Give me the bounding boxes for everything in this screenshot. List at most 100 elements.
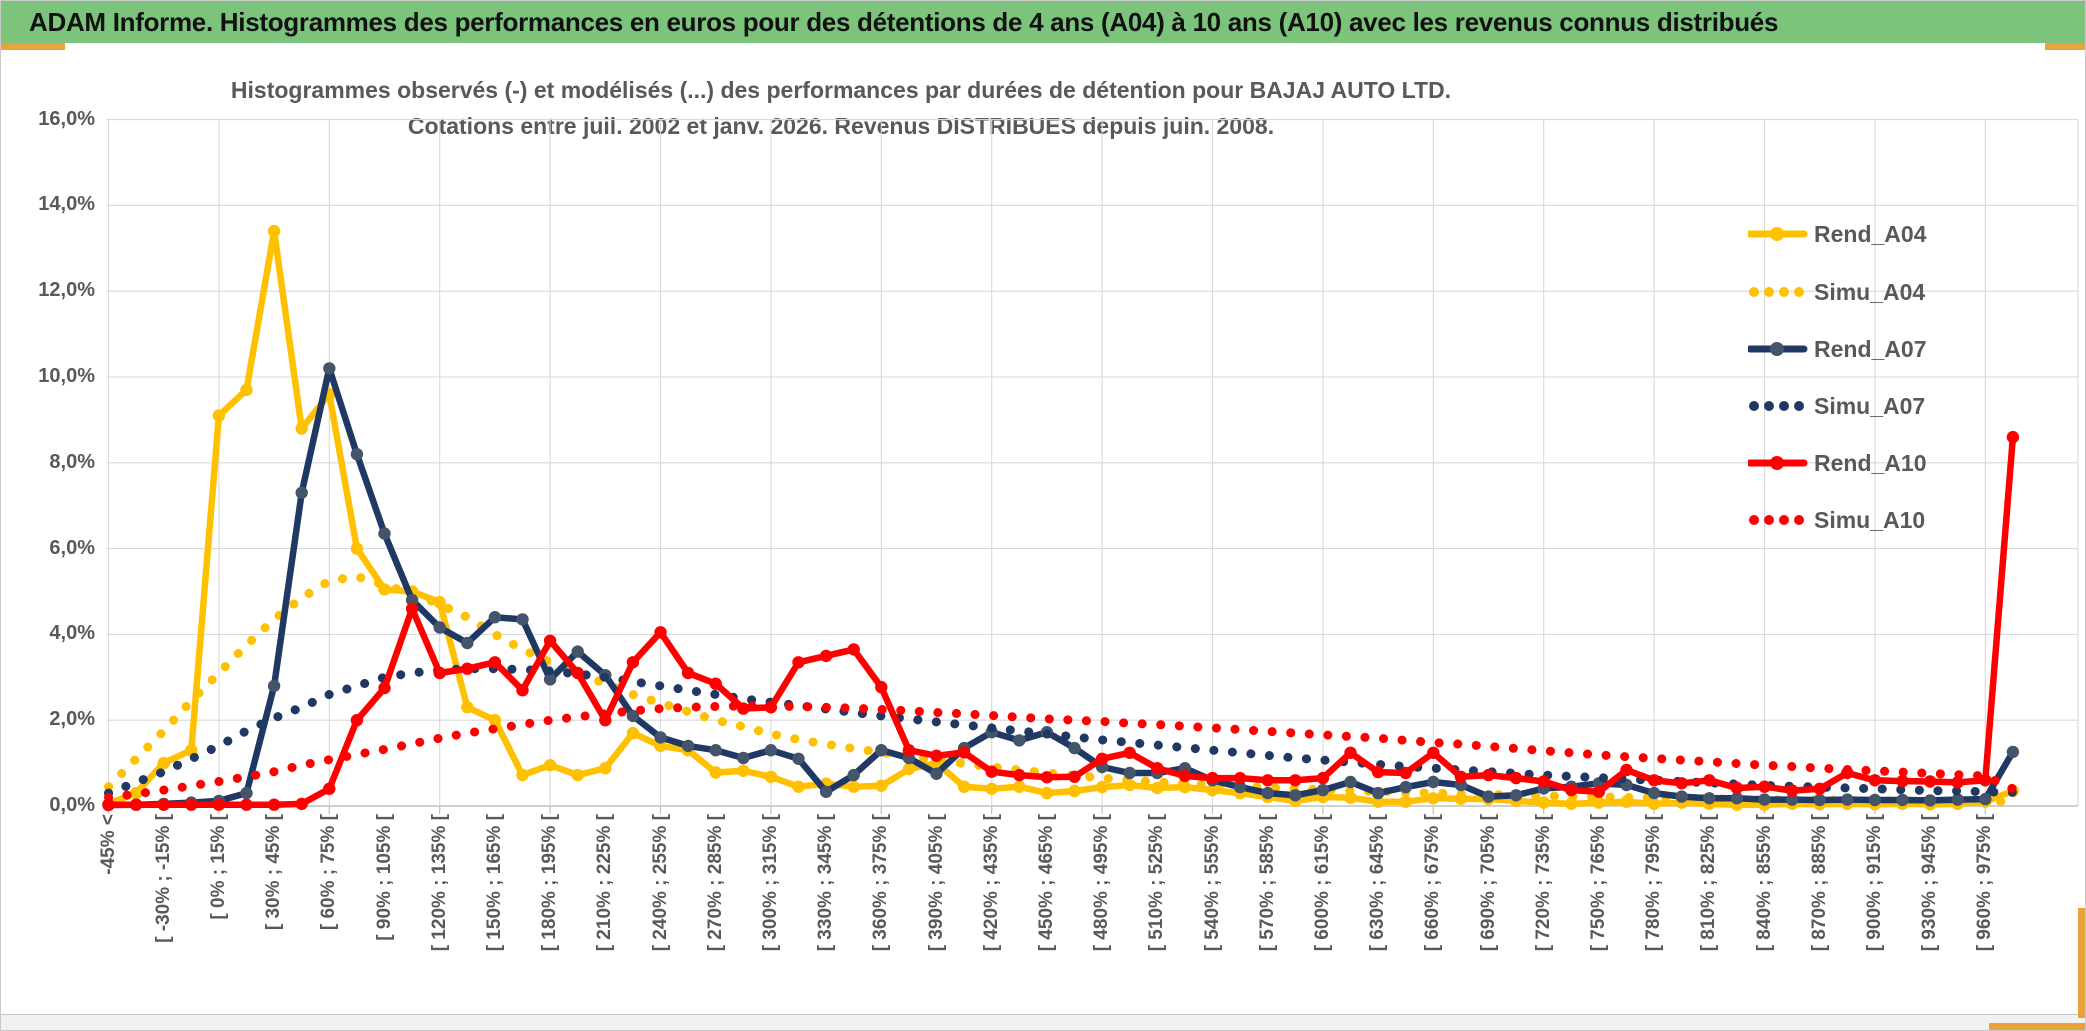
data-point-rend_a07: [1316, 783, 1330, 797]
data-point-rend_a10: [2006, 430, 2020, 444]
x-tick-label: [ 30% ; 45% [: [263, 814, 285, 931]
data-point-rend_a10: [129, 798, 143, 811]
legend-item-simu-a04: Simu_A04: [1748, 277, 1925, 307]
data-point-rend_a04: [1427, 792, 1440, 805]
data-point-rend_a04: [1371, 795, 1385, 808]
x-tick-label: [ 240% ; 255% [: [649, 814, 671, 952]
y-tick-label: 0,0%: [49, 794, 95, 816]
data-point-rend_a04: [1040, 786, 1054, 800]
data-point-rend_a10: [1951, 776, 1964, 789]
data-point-rend_a07: [1371, 786, 1385, 800]
y-tick-label: 16,0%: [38, 107, 95, 130]
data-point-rend_a07: [1427, 775, 1440, 789]
data-point-rend_a10: [1289, 774, 1302, 787]
data-point-rend_a10: [1095, 752, 1109, 765]
data-point-rend_a07: [2006, 745, 2020, 759]
data-point-rend_a10: [1592, 785, 1606, 798]
data-point-rend_a07: [543, 673, 557, 686]
data-point-rend_a10: [1040, 771, 1054, 784]
data-point-rend_a07: [1261, 786, 1274, 800]
data-point-rend_a04: [957, 780, 971, 793]
data-point-rend_a04: [654, 739, 667, 753]
data-point-rend_a04: [1647, 797, 1661, 811]
data-point-rend_a10: [1813, 782, 1826, 795]
x-tick-label: [ 0% ; 15% [: [207, 814, 229, 920]
data-point-rend_a04: [1592, 796, 1606, 809]
x-tick-label: [ 930% ; 945% [: [1919, 814, 1941, 952]
data-point-rend_a07: [654, 731, 667, 744]
legend-label: Simu_A10: [1814, 506, 1926, 533]
data-point-rend_a10: [102, 798, 115, 811]
data-point-rend_a07: [1068, 741, 1081, 755]
x-tick-label: [ 780% ; 795% [: [1643, 814, 1665, 952]
data-point-rend_a07: [875, 744, 888, 757]
data-point-rend_a07: [1123, 766, 1136, 780]
y-tick-label: 14,0%: [38, 193, 95, 216]
data-point-rend_a07: [1758, 793, 1771, 806]
data-point-rend_a10: [571, 666, 584, 680]
data-point-rend_a10: [1013, 768, 1026, 782]
data-point-rend_a04: [1095, 780, 1109, 794]
data-point-rend_a10: [1482, 768, 1495, 782]
data-point-rend_a10: [157, 798, 170, 811]
x-tick-label: [ 150% ; 165% [: [483, 814, 505, 952]
data-point-rend_a07: [1730, 792, 1744, 805]
x-tick-label: [ -30% ; -15% [: [152, 814, 174, 943]
data-point-rend_a10: [185, 798, 198, 811]
data-point-rend_a07: [571, 645, 584, 658]
data-point-rend_a10: [709, 677, 722, 690]
data-point-rend_a07: [1896, 793, 1909, 807]
data-point-rend_a07: [1813, 793, 1826, 807]
data-point-rend_a07: [764, 744, 778, 757]
data-point-rend_a07: [1841, 793, 1854, 806]
data-point-rend_a07: [1703, 792, 1716, 805]
data-point-rend_a04: [1013, 780, 1026, 793]
data-point-rend_a07: [1509, 789, 1523, 802]
legend-item-simu-a07: Simu_A07: [1748, 391, 1925, 421]
series-line-rend_a10: [105, 433, 2017, 808]
data-point-rend_a04: [295, 422, 308, 435]
data-point-rend_a04: [902, 762, 916, 776]
data-point-rend_a07: [792, 752, 805, 765]
data-point-rend_a04: [985, 782, 998, 795]
legend-label: Rend_A07: [1814, 335, 1927, 362]
data-point-rend_a10: [847, 643, 860, 656]
data-point-rend_a04: [792, 780, 805, 793]
data-point-rend_a07: [681, 739, 695, 753]
data-point-rend_a10: [350, 714, 364, 727]
x-tick-label: [ 510% ; 525% [: [1146, 814, 1168, 952]
legend-label: Rend_A04: [1814, 220, 1927, 247]
x-tick-label: [ 720% ; 735% [: [1532, 814, 1554, 952]
data-point-rend_a10: [1344, 746, 1357, 759]
data-point-rend_a07: [267, 679, 281, 693]
chart-title-line2: Cotations entre juil. 2002 et janv. 2026…: [407, 113, 1275, 139]
data-point-rend_a10: [1206, 771, 1219, 785]
data-point-rend_a04: [433, 596, 446, 609]
legend-label: Rend_A10: [1814, 449, 1927, 476]
data-point-rend_a07: [516, 613, 529, 626]
legend-label: Simu_A04: [1814, 278, 1926, 305]
data-point-rend_a04: [267, 224, 281, 238]
data-point-rend_a10: [654, 626, 667, 639]
chart-title-line1: Histogrammes observés (-) et modélisés (…: [230, 77, 1452, 103]
data-point-rend_a04: [157, 756, 170, 770]
data-point-rend_a10: [433, 666, 446, 680]
x-tick-label: [ 570% ; 585% [: [1256, 814, 1278, 952]
x-tick-label: [ 450% ; 465% [: [1035, 814, 1057, 952]
data-point-rend_a07: [737, 751, 750, 765]
data-point-rend_a04: [737, 764, 750, 777]
data-point-rend_a10: [957, 746, 971, 759]
data-point-rend_a10: [985, 765, 998, 778]
data-point-rend_a07: [1675, 790, 1688, 803]
x-tick-label: [ 420% ; 435% [: [980, 814, 1002, 952]
data-point-rend_a10: [902, 744, 916, 757]
data-point-rend_a10: [1178, 769, 1192, 783]
x-tick-label: [ 330% ; 345% [: [815, 814, 837, 952]
data-point-rend_a10: [1151, 762, 1164, 775]
data-point-rend_a10: [1123, 746, 1136, 759]
y-tick-label: 2,0%: [49, 708, 95, 731]
x-tick-label: [ 540% ; 555% [: [1201, 814, 1223, 952]
data-point-rend_a07: [1482, 790, 1495, 803]
y-tick-label: 10,0%: [38, 365, 95, 387]
horizontal-scrollbar[interactable]: [1, 1014, 2085, 1030]
